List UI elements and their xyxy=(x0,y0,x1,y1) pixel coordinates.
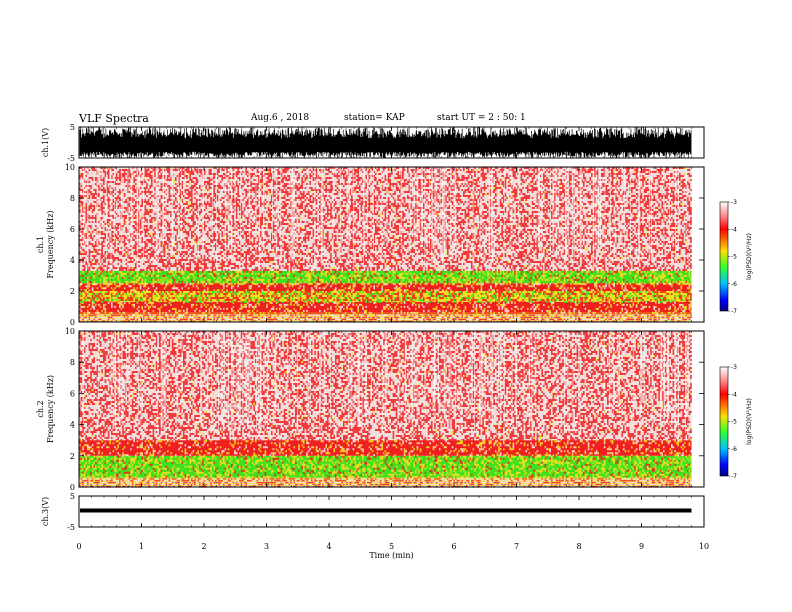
ch3-waveform-trace xyxy=(80,508,692,513)
ch3-waveform-ylabel: ch.3(V) xyxy=(41,497,50,526)
ch2-spectrum-panel: 0 2 4 6 8 10 ch.2 Frequency (kHz) xyxy=(36,327,705,492)
ch1-spectrum-speckle-green xyxy=(79,291,691,303)
ch1-spectrum-ytick-label: 2 xyxy=(70,287,75,296)
ch2-spectrum-band xyxy=(79,440,692,456)
x-axis-label: Time (min) xyxy=(369,551,413,560)
ch2-spectrum-ytick-label: 6 xyxy=(70,389,75,398)
station-label: station= KAP xyxy=(344,113,405,123)
ch1-spectrum-panel: 0 2 4 6 8 10 ch.1 Frequency (kHz) xyxy=(36,163,705,327)
colorbar-ch2-tick-label: -3 xyxy=(731,364,737,371)
ch1-spectrum-ylabel: ch.1 xyxy=(36,236,45,253)
ch1-spectrum-band xyxy=(79,291,692,302)
colorbar-ch1-tick-label: -5 xyxy=(731,254,737,261)
ch3-waveform-ytick-label: -5 xyxy=(67,523,75,532)
ch3-waveform-ytick-label: 5 xyxy=(70,492,75,501)
ch2-spectrum-ylabel: Frequency (kHz) xyxy=(46,375,55,443)
ch1-spectrum-ytick-label: 6 xyxy=(70,225,75,234)
ch1-spectrum-ytick-label: 10 xyxy=(65,163,75,172)
ch2-spectrum-ylabel: ch.2 xyxy=(36,400,45,417)
ch1-spectrum-band xyxy=(79,283,692,291)
ch1-spectrum-ylabel: Frequency (kHz) xyxy=(46,210,55,278)
ch3-waveform-panel: 5 -5 ch.3(V) xyxy=(41,492,705,532)
ch2-spectrum-ytick-label: 0 xyxy=(70,483,75,492)
start-time-label: start UT = 2 : 50: 1 xyxy=(437,113,526,123)
colorbar-ch1-tick-label: -4 xyxy=(731,226,737,233)
ch1-spectrum-ytick-label: 0 xyxy=(70,318,75,327)
colorbar-ch1-bar xyxy=(719,201,729,312)
colorbar-ch2-tick-label: -4 xyxy=(731,391,737,398)
colorbar-ch2-tick-label: -7 xyxy=(731,473,737,480)
x-tick-label: 3 xyxy=(264,542,269,551)
x-tick-label: 10 xyxy=(699,542,709,551)
ch2-spectrum-ytick-label: 10 xyxy=(65,327,75,336)
date-label: Aug.6 , 2018 xyxy=(251,113,310,123)
x-axis: 0 1 2 3 4 5 6 7 8 9 10 Time (min) xyxy=(76,542,709,560)
x-tick-label: 0 xyxy=(76,542,81,551)
ch1-waveform-trace xyxy=(79,127,692,158)
ch1-waveform-ytick-label: 5 xyxy=(70,123,75,132)
ch1-waveform-panel: 5 -5 ch.1(V) xyxy=(41,123,705,163)
ch1-spectrum-speckle-yellow xyxy=(79,167,692,323)
ch2-spectrum-ytick-label: 2 xyxy=(70,452,75,461)
x-tick-label: 1 xyxy=(139,542,144,551)
ch1-spectrum-ytick-label: 8 xyxy=(70,194,75,203)
ch1-waveform-ylabel: ch.1(V) xyxy=(41,128,50,157)
ch1-waveform-ytick-label: -5 xyxy=(67,154,75,163)
x-tick-label: 7 xyxy=(514,542,519,551)
colorbar-ch2-tick-label: -6 xyxy=(731,446,737,453)
x-tick-label: 8 xyxy=(576,542,581,551)
colorbar-ch1-tick-label: -3 xyxy=(731,199,737,206)
ch1-spectrum-ytick-label: 4 xyxy=(70,256,75,265)
x-tick-label: 5 xyxy=(389,542,394,551)
colorbar-ch1-tick-label: -7 xyxy=(731,308,737,315)
chart-title: VLF Spectra xyxy=(79,112,149,125)
ch1-spectrum-streaks xyxy=(83,167,688,271)
ch2-spectrum-ytick-label: 8 xyxy=(70,358,75,367)
x-tick-label: 4 xyxy=(326,542,331,551)
ch1-spectrum-speckle-white xyxy=(79,283,691,316)
colorbar-ch1-tick-label: -6 xyxy=(731,281,737,288)
ch2-spectrum-ytick-label: 4 xyxy=(70,421,75,430)
colorbar-ch1-label: log(PSD)(V²/Hz) xyxy=(746,233,753,280)
colorbar-ch2-tick-label: -5 xyxy=(731,419,737,426)
colorbar-ch1: -3 -4 -5 -6 -7 log(PSD)(V²/Hz) xyxy=(719,199,753,315)
colorbar-ch2-bar xyxy=(719,366,729,477)
ch2-spectrum-streaks xyxy=(82,331,689,436)
x-tick-label: 2 xyxy=(201,542,206,551)
x-tick-label: 6 xyxy=(451,542,456,551)
x-tick-label: 9 xyxy=(639,542,644,551)
colorbar-ch2: -3 -4 -5 -6 -7 log(PSD)(V²/Hz) xyxy=(719,364,753,480)
colorbar-ch2-label: log(PSD)(V²/Hz) xyxy=(746,398,753,445)
